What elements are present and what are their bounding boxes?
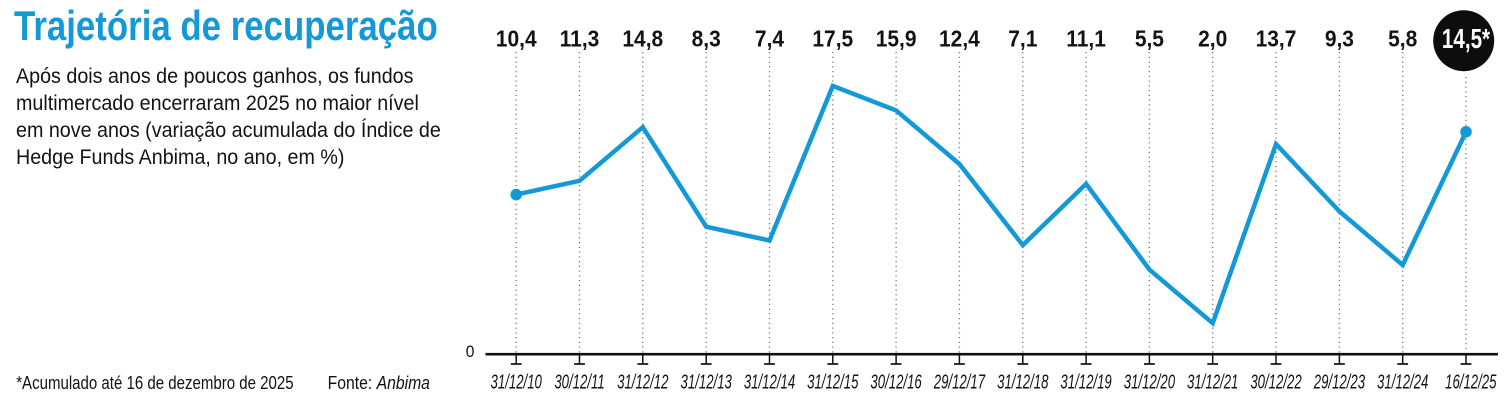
svg-text:30/12/16: 30/12/16 [870, 371, 922, 394]
svg-text:9,3: 9,3 [1325, 25, 1354, 51]
svg-text:31/12/10: 31/12/10 [491, 371, 543, 394]
svg-text:Fonte: Anbima: Fonte: Anbima [328, 371, 431, 393]
svg-text:31/12/19: 31/12/19 [1060, 371, 1112, 394]
svg-text:30/12/22: 30/12/22 [1250, 371, 1302, 394]
svg-text:5,8: 5,8 [1388, 25, 1417, 51]
svg-text:7,1: 7,1 [1008, 25, 1037, 51]
svg-text:5,5: 5,5 [1135, 25, 1164, 51]
svg-text:7,4: 7,4 [755, 25, 785, 51]
svg-text:29/12/23: 29/12/23 [1313, 371, 1365, 394]
svg-text:13,7: 13,7 [1256, 25, 1297, 51]
svg-text:15,9: 15,9 [876, 25, 917, 51]
svg-text:31/12/18: 31/12/18 [997, 371, 1049, 394]
svg-text:31/12/21: 31/12/21 [1187, 371, 1238, 394]
svg-text:*Acumulado até 16 de dezembro: *Acumulado até 16 de dezembro de 2025 [16, 372, 293, 393]
svg-text:2,0: 2,0 [1198, 25, 1227, 51]
svg-text:12,4: 12,4 [939, 25, 980, 51]
svg-text:8,3: 8,3 [692, 25, 721, 51]
svg-text:10,4: 10,4 [496, 25, 537, 51]
svg-text:31/12/24: 31/12/24 [1377, 371, 1428, 394]
svg-text:30/12/11: 30/12/11 [554, 371, 604, 394]
svg-text:14,5*: 14,5* [1442, 24, 1491, 55]
svg-text:11,3: 11,3 [560, 25, 600, 51]
svg-text:0: 0 [466, 342, 475, 360]
svg-text:31/12/15: 31/12/15 [807, 371, 859, 394]
svg-text:31/12/13: 31/12/13 [681, 371, 733, 394]
svg-text:14,8: 14,8 [622, 25, 663, 51]
svg-text:16/12/25: 16/12/25 [1445, 371, 1497, 394]
svg-text:11,1: 11,1 [1066, 25, 1106, 51]
svg-text:17,5: 17,5 [812, 25, 853, 51]
svg-text:29/12/17: 29/12/17 [933, 371, 986, 394]
svg-text:31/12/20: 31/12/20 [1124, 371, 1176, 394]
svg-text:31/12/12: 31/12/12 [617, 371, 669, 394]
svg-text:31/12/14: 31/12/14 [744, 371, 795, 394]
